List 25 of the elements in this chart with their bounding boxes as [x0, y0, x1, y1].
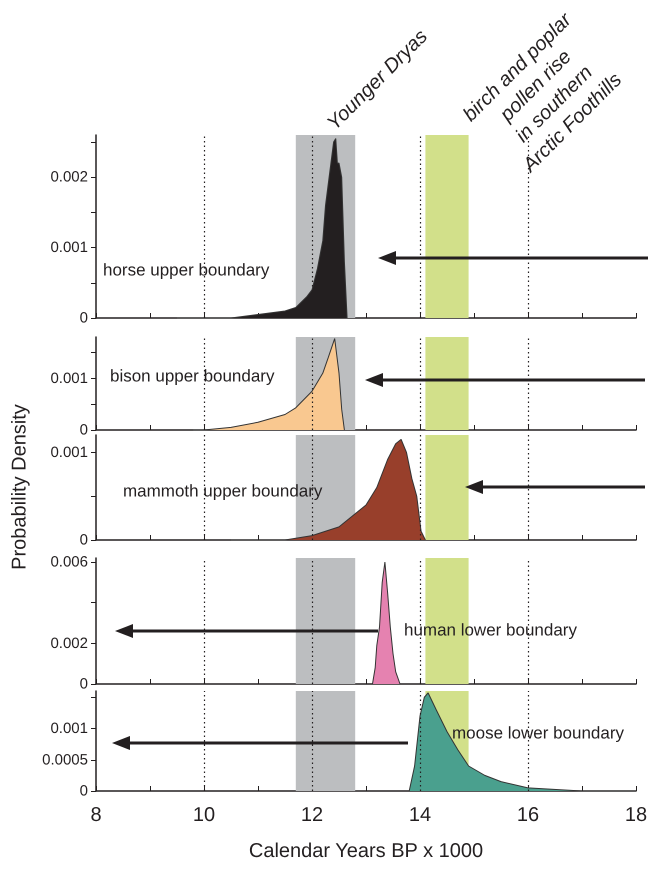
y-tick-label: 0.002: [50, 168, 88, 186]
y-tick-label: 0.001: [50, 239, 88, 256]
y-tick-label: 0.001: [50, 444, 88, 461]
y-tick-label: 0.001: [50, 720, 88, 737]
x-tick-label: 14: [408, 804, 432, 826]
x-tick-label: 10: [192, 804, 216, 826]
x-axis-title: Calendar Years BP x 1000: [248, 840, 484, 862]
y-axis-title: Probability Density: [8, 404, 32, 570]
x-tick-label: 12: [300, 804, 324, 826]
y-tick-label: 0: [80, 422, 88, 438]
y-tick-label: 0.0005: [42, 751, 88, 768]
x-tick-label: 18: [624, 804, 648, 826]
y-tick-label: 0: [80, 532, 88, 548]
y-tick-label: 0: [80, 782, 88, 800]
x-tick-label: 16: [516, 804, 540, 826]
y-tick-label: 0: [80, 676, 88, 692]
series-label: moose lower boundary: [452, 724, 624, 742]
y-tick-label: 0.002: [50, 634, 88, 652]
y-tick-label: 0.001: [50, 370, 88, 387]
y-tick-label: 0.006: [50, 554, 88, 571]
series-label: mammoth upper boundary: [123, 482, 323, 500]
x-tick-label: 8: [90, 804, 102, 826]
series-label: horse upper boundary: [103, 260, 270, 280]
series-label: bison upper boundary: [110, 366, 275, 386]
y-tick-label: 0: [80, 310, 88, 326]
